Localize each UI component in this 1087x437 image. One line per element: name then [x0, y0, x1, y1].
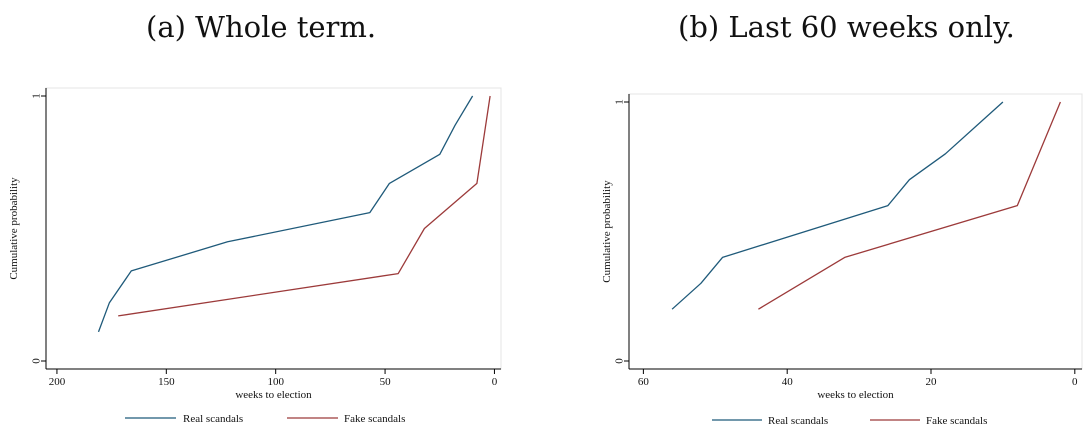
- panel-b-real-scandals-line: [671, 101, 1004, 310]
- panel-a-legend-real-scandals-label: Real scandals: [183, 413, 243, 425]
- panel-b-x-axis-title: weeks to election: [817, 389, 894, 401]
- panel-a-y-axis-title: Cumulative probability: [8, 177, 20, 280]
- panel-a-x-tick-label: 100: [267, 376, 284, 388]
- panel-b-y-tick-label: 1: [614, 99, 626, 105]
- panel-a-x-tick-label: 50: [380, 376, 392, 388]
- panel-b-x-tick-label: 60: [638, 376, 650, 388]
- panel-a-x-axis-title: weeks to election: [235, 389, 312, 401]
- panel-a-x-tick-label: 200: [49, 376, 66, 388]
- panel-b-y-axis-title: Cumulative probability: [601, 180, 613, 283]
- panel-a-y-tick-label: 1: [31, 93, 43, 99]
- panel-b-plot-frame: [628, 93, 1083, 370]
- panel-a-plot-frame: [45, 87, 502, 370]
- panel-a-title: (a) Whole term.: [146, 10, 377, 44]
- panel-b-title: (b) Last 60 weeks only.: [678, 10, 1015, 44]
- panel-a-real-scandals-line: [97, 95, 474, 333]
- panel-a-x-tick-label: 0: [492, 376, 498, 388]
- panel-b-fake-scandals-line: [758, 101, 1062, 310]
- panel-b-x-tick-label: 0: [1072, 376, 1078, 388]
- panel-b-legend-fake-scandals-label: Fake scandals: [926, 415, 987, 427]
- panel-a-x-tick-label: 150: [158, 376, 175, 388]
- panel-b-x-tick-label: 40: [782, 376, 794, 388]
- panel-a-y-tick-label: 0: [31, 358, 43, 364]
- panel-b-x-tick-label: 20: [926, 376, 938, 388]
- panel-a-legend-fake-scandals-label: Fake scandals: [344, 413, 405, 425]
- panel-b-legend-real-scandals-label: Real scandals: [768, 415, 828, 427]
- panel-b-y-tick-label: 0: [614, 358, 626, 364]
- panel-a-fake-scandals-line: [118, 95, 491, 317]
